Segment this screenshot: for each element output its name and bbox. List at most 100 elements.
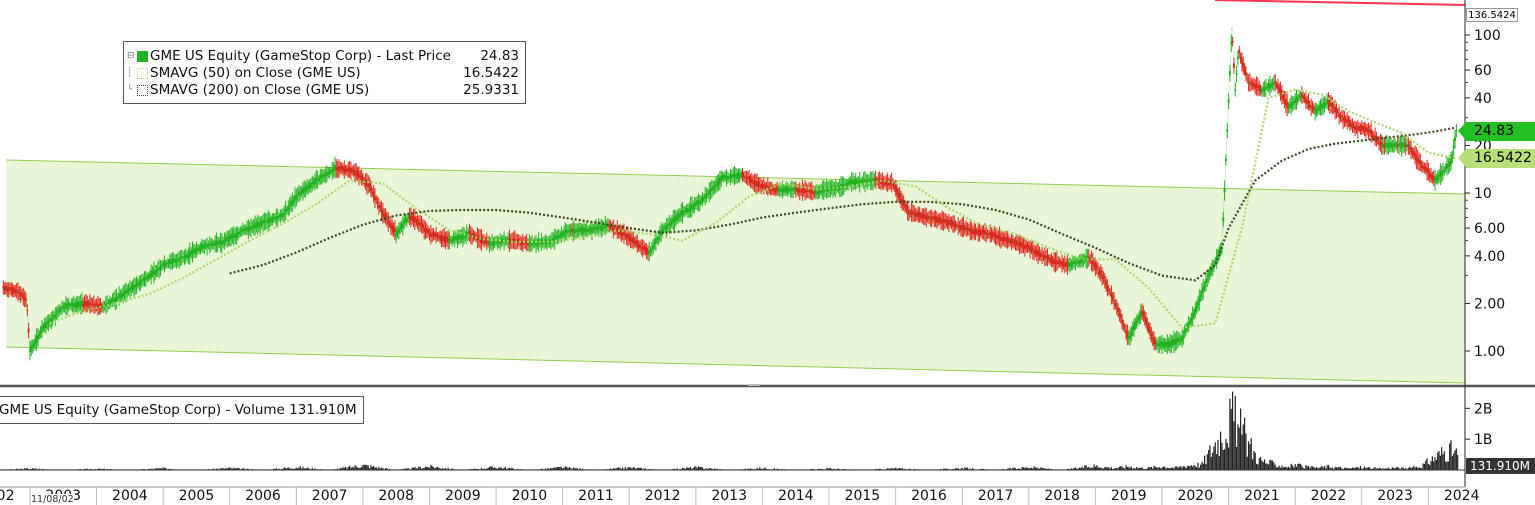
candle-body xyxy=(26,309,29,311)
candle-body xyxy=(451,239,454,243)
candle-body xyxy=(1448,161,1451,167)
candle-body xyxy=(389,222,392,228)
candle-body xyxy=(678,213,681,218)
candle-body xyxy=(638,244,641,249)
candle-body xyxy=(946,219,949,226)
legend-row-last-price[interactable]: ⊟ GME US Equity (GameStop Corp) - Last P… xyxy=(124,48,519,65)
channel-fill xyxy=(6,160,1465,383)
candle-body xyxy=(929,217,932,219)
candle-body xyxy=(204,243,207,246)
candle-body xyxy=(1053,259,1056,265)
candle-body xyxy=(1270,84,1273,88)
candle-body xyxy=(850,179,853,184)
sma50-path xyxy=(49,88,1457,330)
candle-body xyxy=(1030,246,1033,250)
candle-body xyxy=(284,208,287,213)
candle-body xyxy=(1218,251,1221,256)
candle-body xyxy=(1192,312,1195,317)
candle-body xyxy=(211,242,214,246)
tree-expand-icon[interactable]: ⊟ xyxy=(127,51,135,61)
candle-body xyxy=(602,226,605,229)
candle-body xyxy=(305,185,308,189)
candle-body xyxy=(296,194,299,196)
candle-body xyxy=(881,178,884,183)
candle-body xyxy=(388,223,391,225)
y-tick-label: 1.00 xyxy=(1474,344,1505,360)
legend-row-sma200[interactable]: └ SMAVG (200) on Close (GME US) 25.9331 xyxy=(124,82,519,99)
candle-body xyxy=(895,188,898,194)
candle-body xyxy=(377,204,380,208)
candle-body xyxy=(176,258,179,262)
candle-body xyxy=(1290,101,1293,108)
candle-body xyxy=(531,241,534,245)
candle-body xyxy=(240,229,243,233)
candle-body xyxy=(95,303,98,307)
candle-body xyxy=(676,214,679,221)
candle-body xyxy=(806,190,809,192)
price-point xyxy=(1221,246,1223,249)
candle-body xyxy=(1151,336,1154,341)
candle-body xyxy=(1222,217,1225,222)
candle-body xyxy=(923,214,926,219)
candle-body xyxy=(210,242,213,247)
candle-body xyxy=(1244,71,1247,76)
candle-body xyxy=(214,241,217,247)
candle-body xyxy=(353,170,356,176)
candle-body xyxy=(1123,327,1126,329)
candle-body xyxy=(893,185,896,189)
candle-body xyxy=(1316,108,1319,112)
candle-body xyxy=(492,241,495,246)
price-point xyxy=(395,233,398,235)
candle-body xyxy=(339,166,342,170)
candle-body xyxy=(648,249,651,254)
candle-body xyxy=(246,226,249,230)
candle-body xyxy=(1340,115,1343,119)
candle-body xyxy=(341,168,344,171)
price-point xyxy=(508,239,511,242)
candle-body xyxy=(573,229,576,233)
candle-body xyxy=(10,288,13,291)
candle-body xyxy=(1129,335,1132,339)
candle-body xyxy=(745,176,748,179)
candle-body xyxy=(224,237,227,242)
candle-body xyxy=(1195,306,1198,309)
candle-body xyxy=(1298,94,1301,98)
candle-body xyxy=(274,216,277,220)
candle-body xyxy=(919,215,922,219)
candle-body xyxy=(1328,102,1331,107)
candle-body xyxy=(1423,166,1426,170)
candle-body xyxy=(802,188,805,192)
candle-body xyxy=(267,217,270,224)
candle-body xyxy=(575,229,578,233)
candle-body xyxy=(1284,99,1287,105)
candle-body xyxy=(1042,255,1045,257)
candle-body xyxy=(797,188,800,193)
candle-body xyxy=(545,240,548,245)
candle-body xyxy=(844,184,847,186)
candle-body xyxy=(1158,343,1161,347)
candle-body xyxy=(312,181,315,185)
last-price-line xyxy=(2,27,1458,353)
candle-body xyxy=(1440,171,1443,177)
candle-body xyxy=(585,228,588,232)
candle-body xyxy=(1424,167,1427,171)
candle-body xyxy=(903,204,906,208)
candle-body xyxy=(190,251,193,255)
candle-body xyxy=(793,186,796,190)
candle-body xyxy=(1232,63,1235,68)
candle-body xyxy=(665,224,668,230)
legend-label: GME US Equity (GameStop Corp) - Last Pri… xyxy=(150,48,451,64)
candle-body xyxy=(1145,317,1148,324)
candle-body xyxy=(698,201,701,205)
candle-body xyxy=(532,243,535,245)
legend-row-sma50[interactable]: ┊ SMAVG (50) on Close (GME US) 16.5422 xyxy=(124,65,519,82)
candle-body xyxy=(1014,241,1017,246)
price-legend[interactable]: ⊟ GME US Equity (GameStop Corp) - Last P… xyxy=(123,41,526,104)
candle-body xyxy=(1138,315,1141,319)
trend-channel xyxy=(5,159,1466,384)
volume-legend[interactable]: GME US Equity (GameStop Corp) - Volume 1… xyxy=(0,396,364,424)
candle-body xyxy=(1009,240,1012,243)
candle-body xyxy=(270,219,273,223)
candle-body xyxy=(344,168,347,172)
candle-body xyxy=(1178,338,1181,340)
